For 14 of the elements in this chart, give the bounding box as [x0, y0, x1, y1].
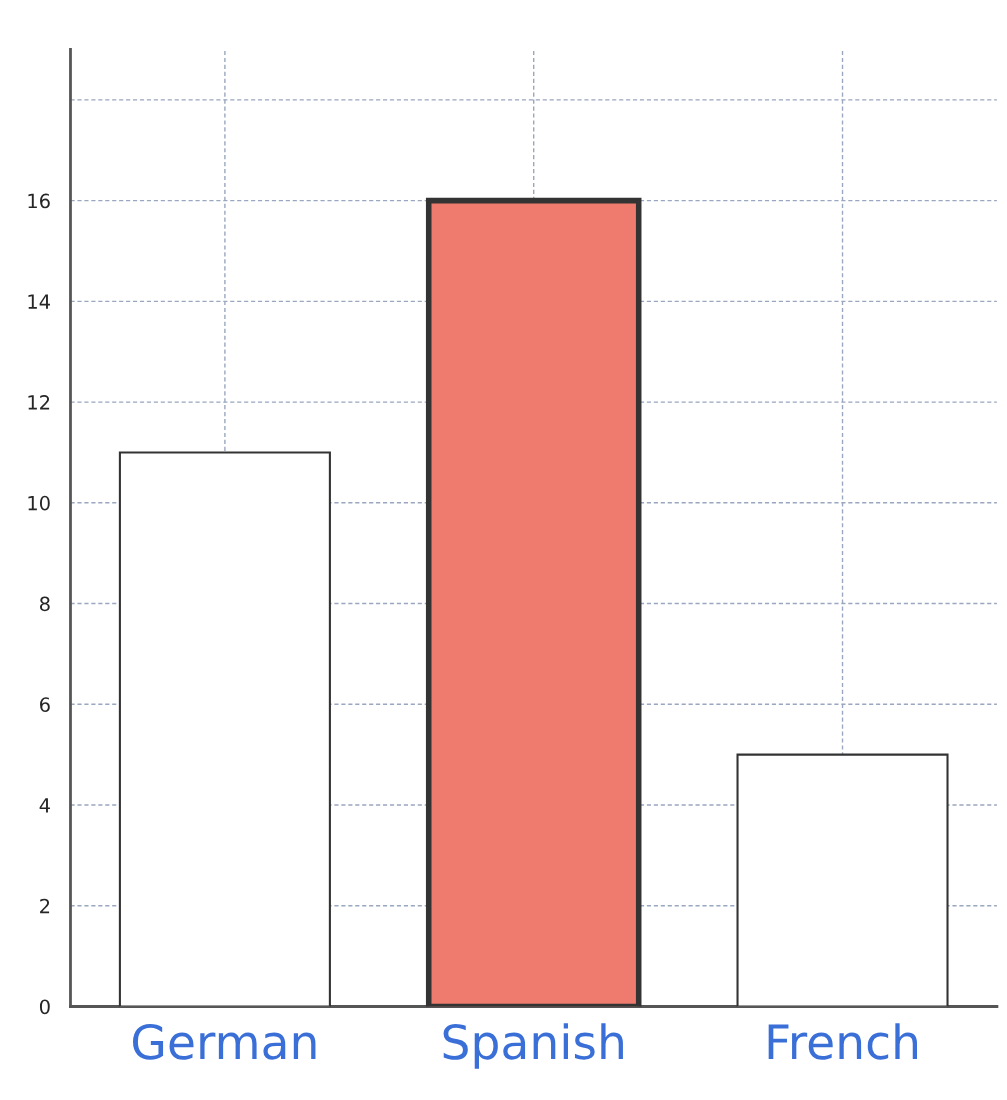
bar	[118, 451, 331, 1007]
y-tick-label: 10	[28, 495, 50, 511]
y-tick-label: 8	[39, 596, 50, 612]
x-tick-label: Spanish	[443, 1023, 623, 1069]
bar	[736, 753, 949, 1007]
y-tick-label: 0	[39, 999, 50, 1015]
x-tick-label: French	[768, 1023, 917, 1060]
y-tick-label: 16	[28, 193, 50, 209]
y-tick-label: 14	[28, 294, 50, 309]
y-tick-label: 12	[28, 395, 50, 410]
y-tick-label: 6	[40, 697, 50, 712]
y-tick-label: 2	[40, 898, 50, 914]
y-tick-label: 4	[39, 798, 50, 813]
x-tick-label: German	[133, 1024, 316, 1060]
